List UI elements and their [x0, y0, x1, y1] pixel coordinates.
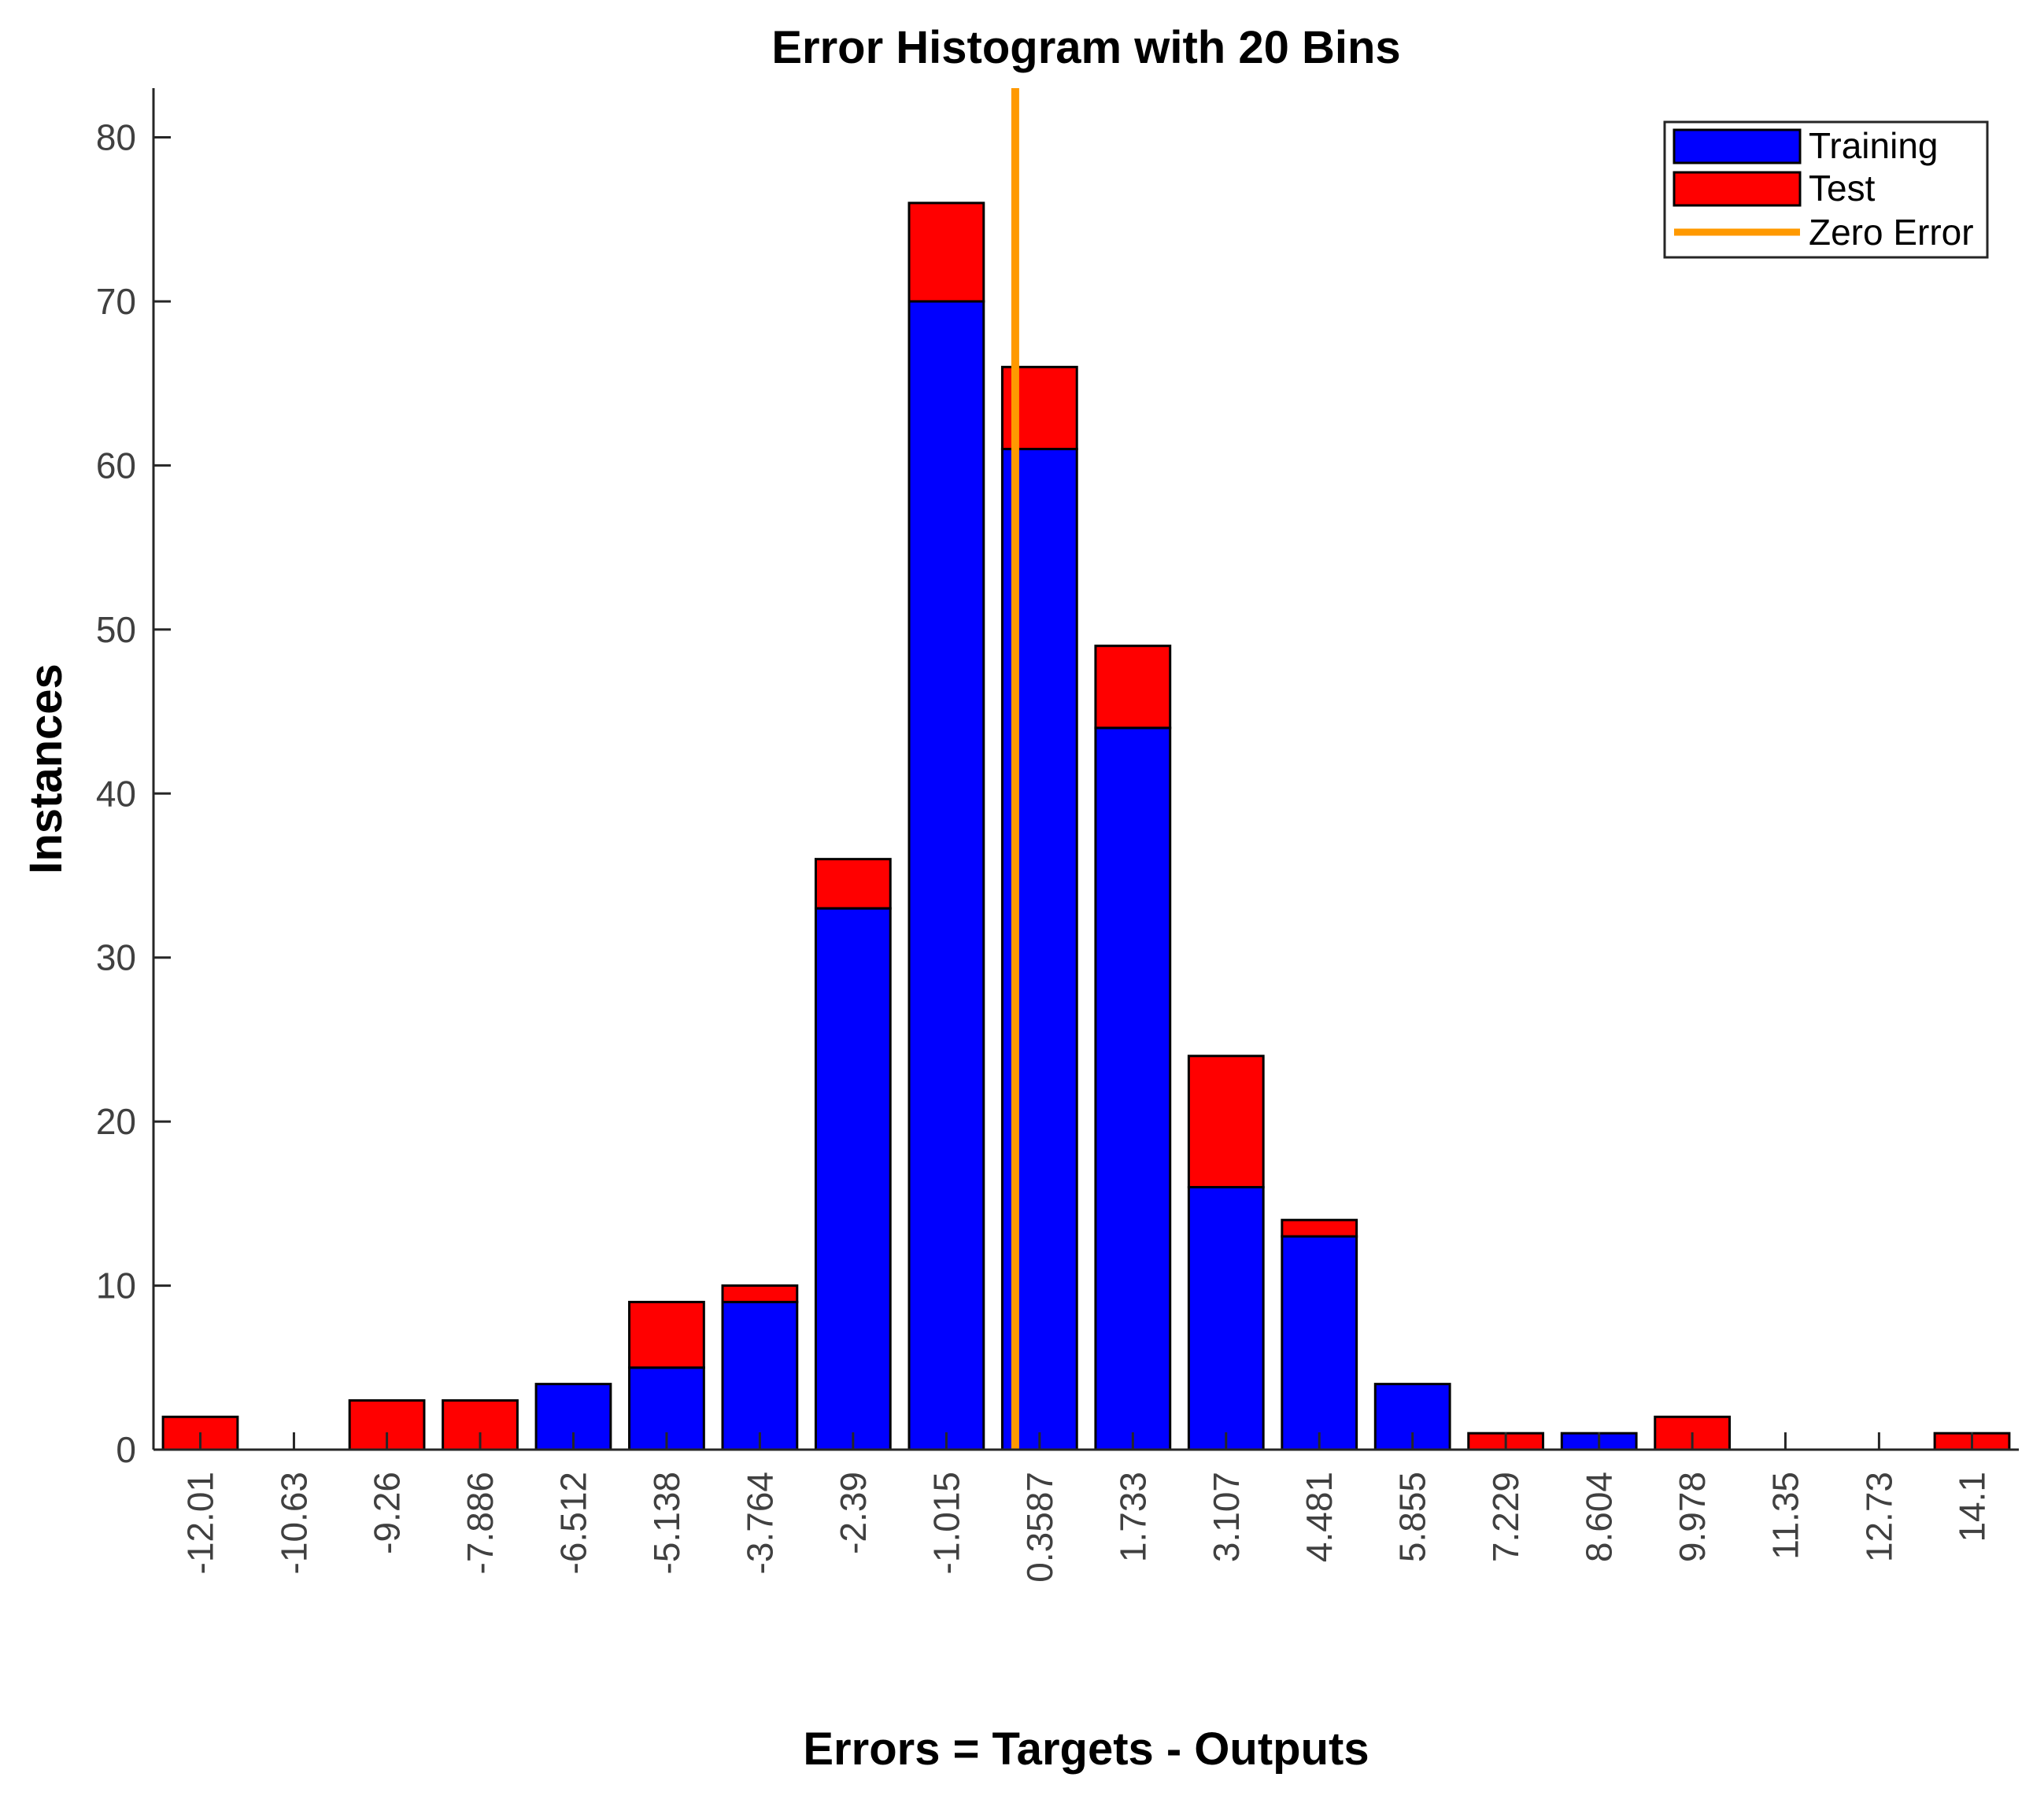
y-tick-label: 60	[96, 445, 136, 486]
bar-test-6	[721, 1284, 799, 1303]
bar-test-11	[1187, 1055, 1265, 1189]
y-ticks-group: 0 10 20 30 40 50 60 70 80	[96, 117, 171, 1470]
x-tick-label: 3.107	[1206, 1472, 1247, 1562]
x-tick-label: -6.512	[553, 1472, 593, 1574]
bar-training-6	[721, 1300, 799, 1451]
y-tick-label: 80	[96, 117, 136, 158]
x-ticks-group: -12.01 -10.63 -9.26 -7.886 -6.512 -5.138 -3.76…	[179, 1432, 1993, 1583]
y-tick-label: 50	[96, 609, 136, 650]
x-tick-label: -9.26	[367, 1472, 408, 1554]
legend: Training Test Zero Error	[1663, 120, 1989, 259]
y-tick-label: 10	[96, 1265, 136, 1306]
y-tick-label: 40	[96, 773, 136, 814]
x-tick-label: 11.35	[1765, 1472, 1806, 1560]
bar-training-11	[1187, 1186, 1265, 1451]
x-tick-label: 0.3587	[1019, 1472, 1060, 1583]
x-tick-label: -12.01	[179, 1472, 220, 1574]
bar-training-12	[1281, 1235, 1358, 1451]
bar-test-5	[628, 1300, 705, 1369]
x-tick-label: 12.73	[1858, 1472, 1899, 1562]
bar-test-12	[1281, 1218, 1358, 1238]
x-tick-label: 4.481	[1299, 1472, 1340, 1562]
y-tick-label: 0	[116, 1429, 136, 1470]
x-tick-label: -10.63	[273, 1472, 314, 1574]
legend-swatch-training	[1673, 128, 1802, 164]
axes-group	[152, 88, 2019, 1451]
x-tick-label: -2.39	[833, 1472, 874, 1554]
legend-label-test: Test	[1809, 168, 1876, 209]
legend-label-training: Training	[1809, 125, 1938, 166]
legend-swatch-test	[1673, 171, 1802, 207]
x-tick-label: -5.138	[646, 1472, 687, 1574]
x-tick-label: 14.1	[1952, 1472, 1993, 1543]
bar-test-10	[1094, 645, 1172, 730]
bar-training-8	[907, 300, 985, 1451]
bar-training-10	[1094, 726, 1172, 1451]
legend-label-zero-error: Zero Error	[1809, 212, 1974, 253]
x-tick-label: 7.229	[1485, 1472, 1526, 1562]
y-tick-label: 20	[96, 1101, 136, 1142]
bar-training-7	[814, 907, 892, 1451]
x-tick-label: -3.764	[739, 1472, 780, 1574]
y-tick-label: 70	[96, 281, 136, 322]
x-tick-label: 1.733	[1112, 1472, 1153, 1562]
y-tick-label: 30	[96, 937, 136, 978]
x-tick-label: -7.886	[460, 1472, 501, 1574]
x-tick-label: 5.855	[1392, 1472, 1433, 1562]
x-tick-label: 9.978	[1672, 1472, 1713, 1562]
bars-group	[161, 201, 2011, 1451]
chart-title: Error Histogram with 20 Bins	[771, 22, 1400, 73]
bar-test-8	[907, 201, 985, 303]
bar-test-7	[814, 858, 892, 910]
x-tick-label: 8.604	[1579, 1472, 1620, 1562]
x-axis-label: Errors = Targets - Outputs	[803, 1724, 1369, 1775]
y-axis-label: Instances	[20, 663, 72, 874]
x-tick-label: -1.015	[926, 1472, 967, 1574]
